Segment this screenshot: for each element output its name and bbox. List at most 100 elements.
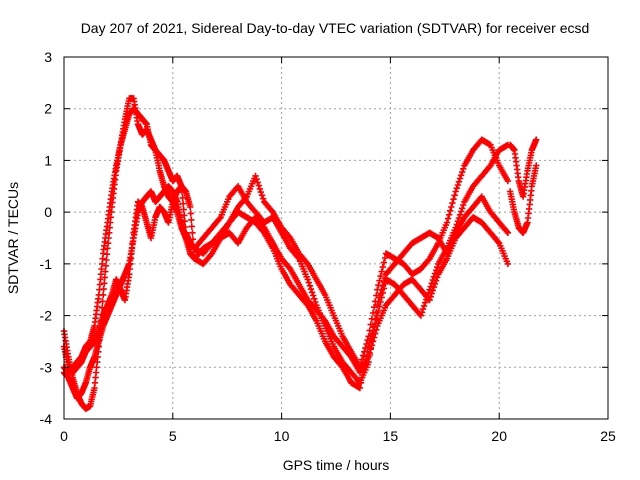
y-tick-label: 1 xyxy=(44,152,52,168)
data-point xyxy=(256,185,263,193)
data-point xyxy=(102,262,110,269)
data-point xyxy=(426,286,433,293)
data-point xyxy=(312,298,319,306)
data-point xyxy=(367,335,374,342)
data-point xyxy=(259,228,267,235)
data-point xyxy=(372,298,379,305)
y-axis-label: SDTVAR / TECUs xyxy=(5,182,21,294)
data-point xyxy=(101,280,108,287)
data-point xyxy=(365,343,372,350)
data-point xyxy=(361,364,368,371)
x-tick-label: 10 xyxy=(274,428,290,444)
data-point xyxy=(216,215,223,222)
x-tick-label: 25 xyxy=(600,428,616,444)
data-point xyxy=(422,299,429,306)
data-point xyxy=(418,309,426,316)
data-point xyxy=(363,353,370,361)
data-point xyxy=(310,292,317,299)
x-axis-label: GPS time / hours xyxy=(283,457,390,473)
data-point xyxy=(99,298,106,305)
data-point xyxy=(456,175,464,182)
data-point xyxy=(101,274,108,281)
data-point xyxy=(448,203,455,211)
data-point xyxy=(434,263,441,271)
data-point xyxy=(380,285,388,292)
data-point xyxy=(533,136,540,143)
y-tick-label: 3 xyxy=(44,49,52,65)
data-point xyxy=(187,203,194,211)
data-point xyxy=(306,282,314,289)
data-point xyxy=(446,211,453,218)
data-point xyxy=(367,321,374,328)
data-point xyxy=(254,179,261,186)
data-point xyxy=(366,339,373,346)
y-tick-label: -3 xyxy=(40,359,53,375)
data-point xyxy=(305,279,312,286)
data-point xyxy=(425,289,432,297)
data-point xyxy=(452,224,459,231)
data-point xyxy=(357,379,365,386)
data-point xyxy=(362,358,369,366)
chart-title: Day 207 of 2021, Sidereal Day-to-day VTE… xyxy=(81,20,590,36)
data-point xyxy=(453,185,460,192)
data-point xyxy=(381,254,389,262)
data-point xyxy=(430,273,438,280)
data-point xyxy=(447,207,454,214)
x-tick-label: 0 xyxy=(60,428,68,444)
data-point xyxy=(450,196,457,203)
data-point xyxy=(372,320,379,327)
data-point xyxy=(373,316,380,323)
y-tick-label: 0 xyxy=(44,204,52,220)
data-point xyxy=(494,238,502,246)
data-point xyxy=(533,162,540,169)
data-point xyxy=(380,259,388,266)
data-point xyxy=(378,268,385,275)
data-point xyxy=(457,208,465,215)
data-point xyxy=(268,207,275,214)
data-point xyxy=(443,219,451,226)
data-point xyxy=(189,236,197,243)
data-point xyxy=(179,200,187,207)
data-point xyxy=(504,229,512,236)
data-point xyxy=(460,201,467,209)
data-point xyxy=(459,168,466,176)
data-point xyxy=(419,305,427,313)
data-point xyxy=(375,307,382,315)
data-point xyxy=(374,312,381,319)
data-point xyxy=(378,294,385,301)
data-point xyxy=(417,312,425,319)
data-point xyxy=(420,302,428,310)
data-point xyxy=(377,272,384,280)
data-point xyxy=(444,215,452,222)
data-point xyxy=(368,331,376,339)
data-point xyxy=(373,292,380,299)
data-point xyxy=(369,309,377,317)
data-point xyxy=(424,293,431,300)
data-point xyxy=(255,182,262,189)
data-point xyxy=(286,264,293,271)
data-point xyxy=(257,188,265,196)
y-tick-label: -2 xyxy=(40,308,53,324)
data-point xyxy=(453,221,460,228)
data-point xyxy=(307,285,315,293)
data-point xyxy=(451,192,458,199)
data-point xyxy=(360,352,367,359)
data-point xyxy=(457,172,465,179)
data-points xyxy=(60,95,540,412)
data-point xyxy=(459,205,466,212)
plot-frame xyxy=(63,56,609,420)
data-point xyxy=(102,268,109,275)
data-point xyxy=(452,188,459,195)
data-point xyxy=(460,165,467,172)
x-tick-label: 5 xyxy=(169,428,177,444)
data-point xyxy=(259,195,267,202)
data-point xyxy=(374,286,381,293)
data-point xyxy=(429,276,436,284)
x-tick-label: 20 xyxy=(491,428,507,444)
data-point xyxy=(455,214,463,222)
y-tick-label: -1 xyxy=(40,256,53,272)
data-point xyxy=(370,324,378,331)
data-point xyxy=(379,263,386,271)
data-point xyxy=(432,267,440,274)
